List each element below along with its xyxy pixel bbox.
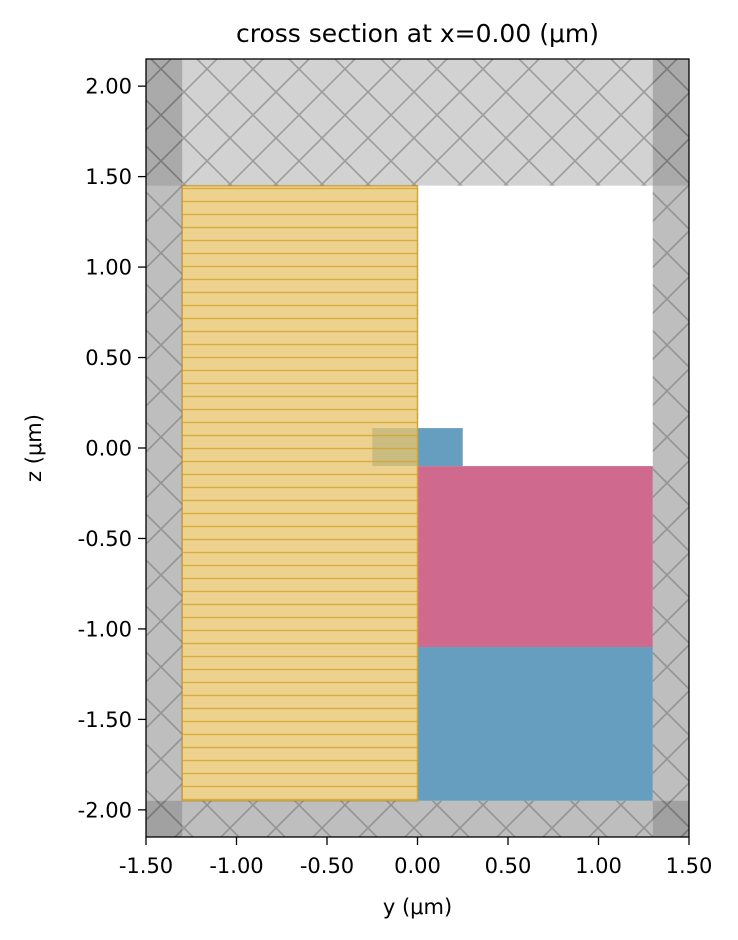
x-tick-label: -1.50 (119, 854, 173, 878)
pml-top-hatch (146, 59, 689, 186)
x-tick-label: 1.00 (575, 854, 622, 878)
substrate-region (417, 647, 653, 801)
y-tick-label: -0.50 (78, 527, 132, 551)
pml-right-hatch (652, 59, 689, 837)
y-tick-label: 2.00 (85, 75, 132, 99)
x-tick-label: 0.50 (485, 854, 532, 878)
pml-bottom-hatch (146, 800, 689, 837)
axes: -1.50 -1.00 -0.50 0.00 0.50 1.00 1.50 2.00 1.50 1… (78, 75, 713, 878)
pml-left-hatch (146, 59, 183, 837)
y-axis-label: z (μm) (22, 414, 46, 482)
y-tick-label: 1.50 (85, 165, 132, 189)
y-tick-label: -1.00 (78, 617, 132, 641)
y-tick-label: 0.50 (85, 346, 132, 370)
y-tick-label: 1.00 (85, 256, 132, 280)
y-tick-label: 0.00 (85, 437, 132, 461)
plot-area (146, 59, 689, 837)
x-tick-label: 1.50 (666, 854, 713, 878)
x-tick-label: -1.00 (209, 854, 263, 878)
x-tick-label: 0.00 (394, 854, 441, 878)
chart-title: cross section at x=0.00 (μm) (236, 19, 599, 48)
oxide-layer-region (417, 466, 653, 648)
y-tick-label: -2.00 (78, 798, 132, 822)
x-axis-label: y (μm) (383, 895, 452, 919)
symmetry-region-stripes (182, 185, 418, 801)
y-tick-label: -1.50 (78, 708, 132, 732)
x-tick-label: -0.50 (300, 854, 354, 878)
